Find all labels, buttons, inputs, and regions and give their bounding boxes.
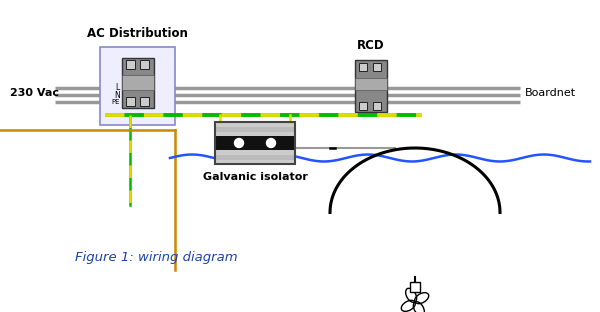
Bar — [373, 63, 381, 71]
Text: L: L — [116, 84, 120, 92]
Bar — [359, 63, 367, 71]
Text: Boardnet: Boardnet — [525, 88, 576, 98]
Bar — [215, 132, 295, 137]
Bar — [215, 155, 295, 160]
Text: N: N — [114, 90, 120, 100]
Bar — [373, 102, 381, 110]
Text: 230 Vac: 230 Vac — [10, 88, 59, 98]
Bar — [215, 122, 295, 164]
Bar — [122, 58, 154, 108]
Bar — [215, 150, 295, 155]
Text: Galvanic isolator: Galvanic isolator — [203, 172, 307, 182]
Bar — [355, 60, 387, 112]
Bar — [215, 160, 295, 165]
Text: Figure 1: wiring diagram: Figure 1: wiring diagram — [75, 251, 238, 265]
Bar — [410, 282, 420, 292]
Bar — [215, 136, 295, 150]
Bar — [122, 75, 154, 90]
Bar — [355, 78, 387, 90]
Bar — [215, 127, 295, 132]
Circle shape — [235, 139, 244, 148]
Bar — [140, 60, 149, 69]
Bar — [359, 102, 367, 110]
Bar — [100, 47, 175, 125]
Bar — [126, 97, 135, 106]
Text: RCD: RCD — [357, 39, 385, 52]
Bar — [140, 97, 149, 106]
Bar — [126, 60, 135, 69]
Circle shape — [266, 139, 275, 148]
Text: AC Distribution: AC Distribution — [87, 27, 188, 40]
Text: PE: PE — [112, 99, 120, 105]
Bar — [215, 122, 295, 127]
